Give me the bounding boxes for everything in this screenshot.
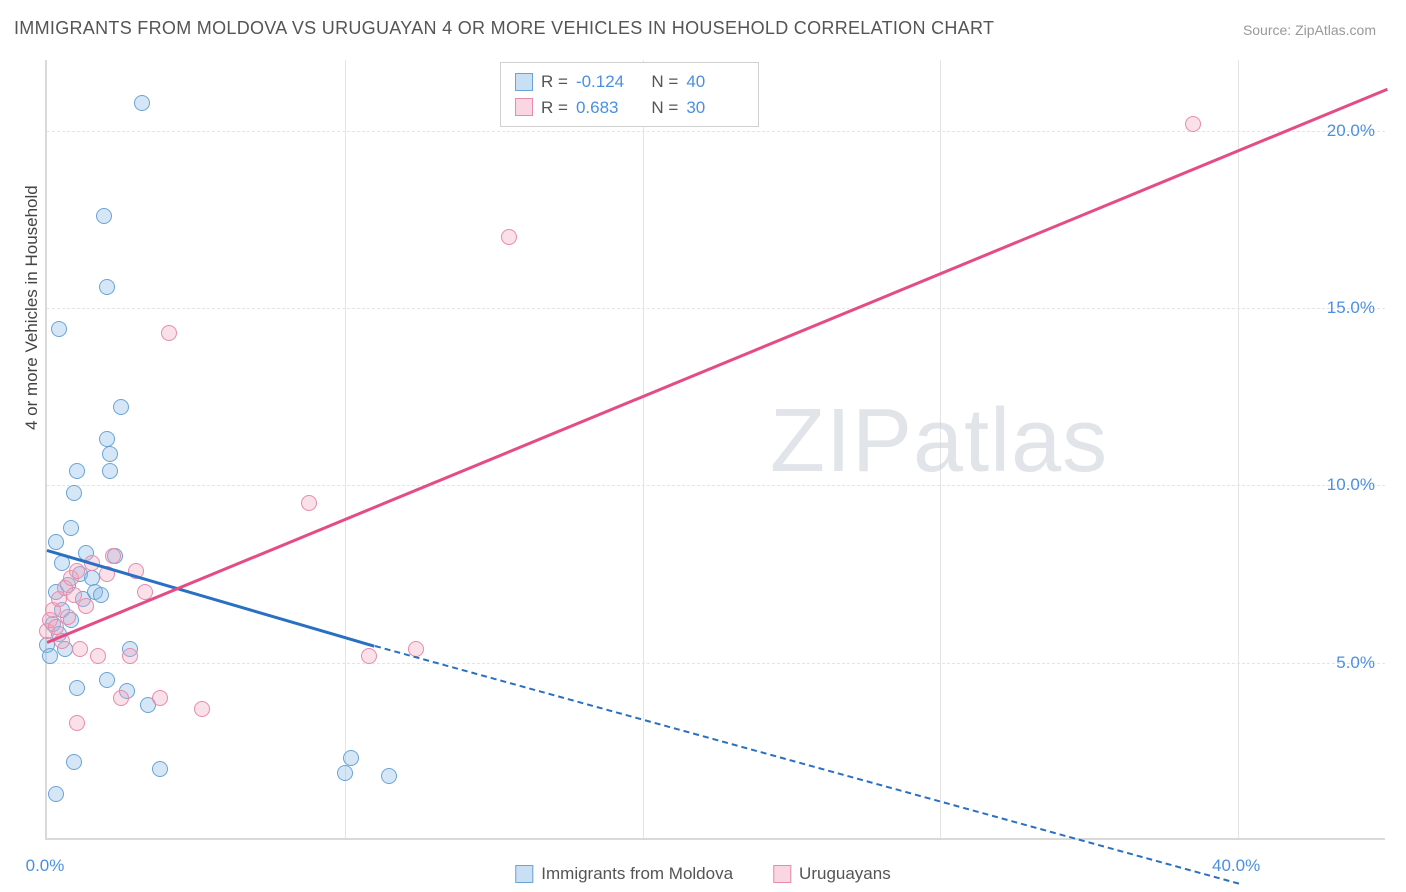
scatter-point <box>60 609 76 625</box>
scatter-point <box>194 701 210 717</box>
source-label: Source: ZipAtlas.com <box>1243 22 1376 38</box>
scatter-point <box>113 690 129 706</box>
scatter-point <box>99 279 115 295</box>
legend-item: Immigrants from Moldova <box>515 864 733 884</box>
scatter-point <box>99 672 115 688</box>
scatter-point <box>1185 116 1201 132</box>
scatter-point <box>122 648 138 664</box>
scatter-point <box>93 587 109 603</box>
gridline-h <box>47 663 1385 664</box>
x-tick-label: 40.0% <box>1212 856 1260 876</box>
y-tick-label: 20.0% <box>1327 121 1375 141</box>
legend-label: Immigrants from Moldova <box>541 864 733 884</box>
scatter-point <box>134 95 150 111</box>
scatter-point <box>69 680 85 696</box>
y-axis-label: 4 or more Vehicles in Household <box>22 185 42 430</box>
legend-swatch <box>515 73 533 91</box>
scatter-point <box>72 641 88 657</box>
stat-r-value: -0.124 <box>576 69 634 95</box>
stats-legend-box: R = -0.124 N = 40 R = 0.683 N = 30 <box>500 62 759 127</box>
chart-title: IMMIGRANTS FROM MOLDOVA VS URUGUAYAN 4 O… <box>14 18 994 39</box>
scatter-point <box>69 563 85 579</box>
y-tick-label: 10.0% <box>1327 475 1375 495</box>
stats-row: R = -0.124 N = 40 <box>515 69 744 95</box>
stat-r-label: R = <box>541 69 568 95</box>
scatter-point <box>152 690 168 706</box>
scatter-point <box>69 463 85 479</box>
scatter-point <box>501 229 517 245</box>
legend-swatch <box>515 98 533 116</box>
scatter-point <box>90 648 106 664</box>
stat-n-value: 40 <box>686 69 744 95</box>
stat-n-label: N = <box>642 69 678 95</box>
gridline-h <box>47 308 1385 309</box>
scatter-point <box>69 715 85 731</box>
scatter-point <box>343 750 359 766</box>
scatter-point <box>63 520 79 536</box>
regression-line <box>374 645 1238 884</box>
y-tick-label: 15.0% <box>1327 298 1375 318</box>
scatter-point <box>48 534 64 550</box>
scatter-point <box>48 786 64 802</box>
scatter-point <box>381 768 397 784</box>
legend-swatch <box>515 865 533 883</box>
y-tick-label: 5.0% <box>1336 653 1375 673</box>
legend-label: Uruguayans <box>799 864 891 884</box>
scatter-point <box>113 399 129 415</box>
scatter-point <box>161 325 177 341</box>
stat-r-value: 0.683 <box>576 95 634 121</box>
scatter-point <box>78 598 94 614</box>
scatter-point <box>51 321 67 337</box>
gridline-h <box>47 485 1385 486</box>
scatter-point <box>152 761 168 777</box>
legend-item: Uruguayans <box>773 864 891 884</box>
stat-r-label: R = <box>541 95 568 121</box>
gridline-v <box>643 60 644 838</box>
gridline-v <box>1238 60 1239 838</box>
stat-n-label: N = <box>642 95 678 121</box>
stat-n-value: 30 <box>686 95 744 121</box>
chart-plot-area: 5.0% 10.0% 15.0% 20.0% <box>45 60 1385 840</box>
gridline-v <box>345 60 346 838</box>
x-axis-legend: Immigrants from Moldova Uruguayans <box>515 864 890 884</box>
scatter-point <box>337 765 353 781</box>
scatter-point <box>105 548 121 564</box>
gridline-v <box>940 60 941 838</box>
scatter-point <box>66 485 82 501</box>
scatter-point <box>42 648 58 664</box>
scatter-point <box>102 446 118 462</box>
legend-swatch <box>773 865 791 883</box>
scatter-point <box>66 754 82 770</box>
scatter-point <box>361 648 377 664</box>
x-tick-label: 0.0% <box>26 856 65 876</box>
scatter-point <box>301 495 317 511</box>
gridline-h <box>47 131 1385 132</box>
stats-row: R = 0.683 N = 30 <box>515 95 744 121</box>
scatter-point <box>102 463 118 479</box>
scatter-point <box>96 208 112 224</box>
regression-line <box>47 88 1388 643</box>
